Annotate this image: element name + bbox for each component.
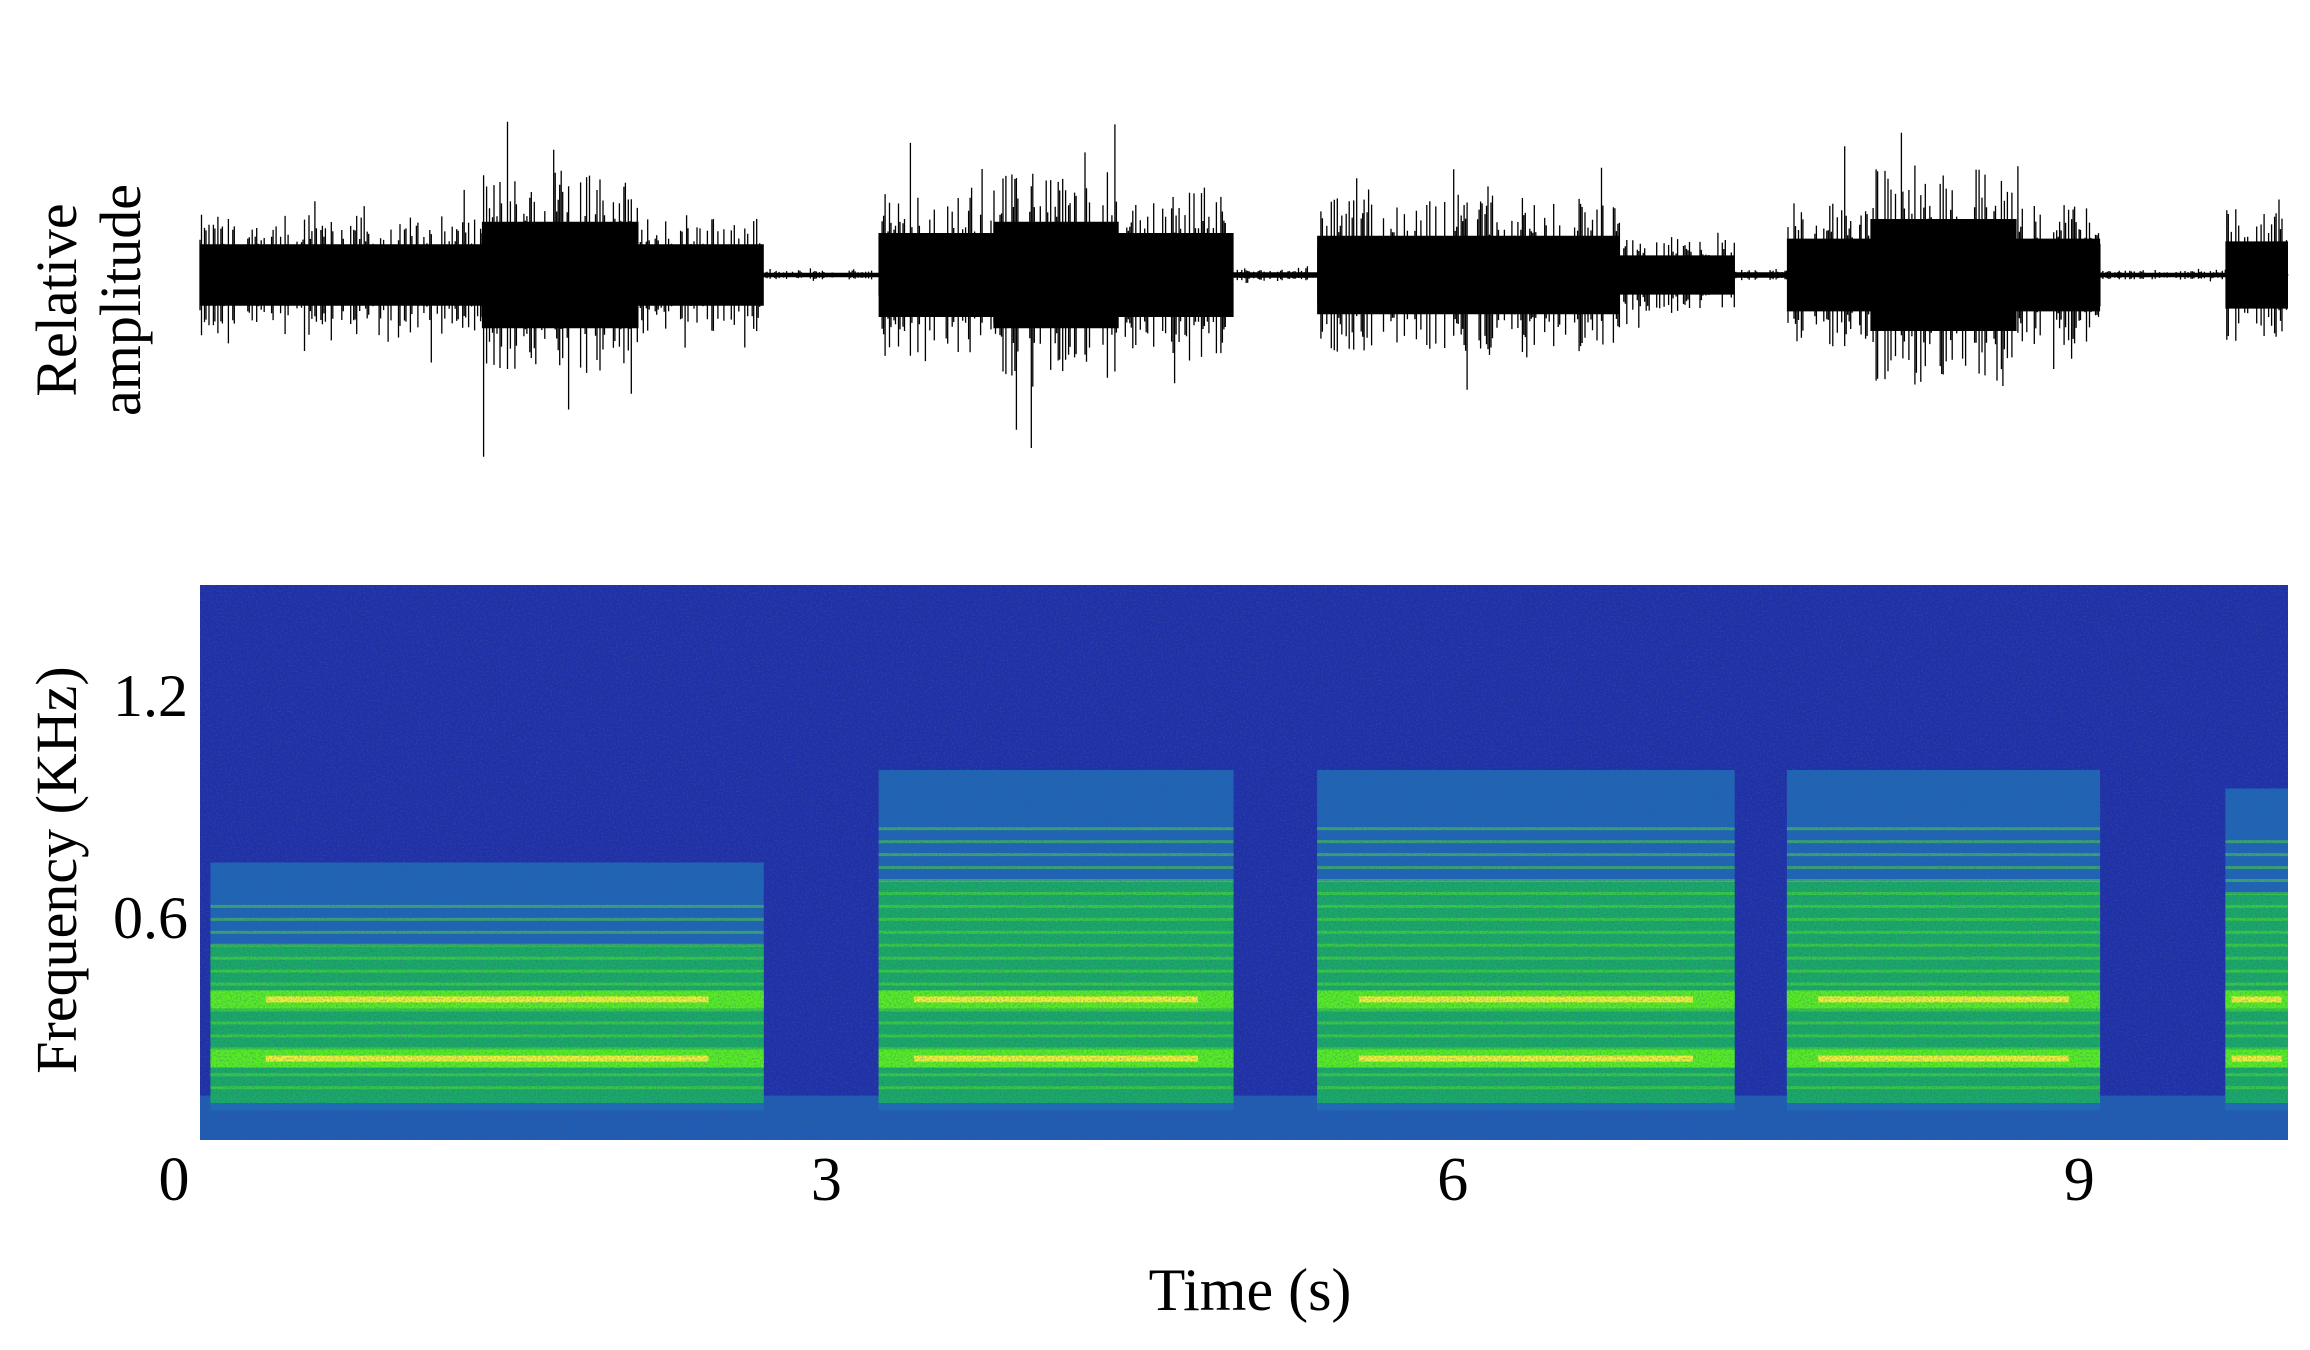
x-axis-label: Time (s) [1149,1257,1352,1323]
x-tick-label: 6 [1437,1146,1468,1214]
waveform-trace [199,121,2289,457]
waveform-core [200,219,2288,331]
y-tick-label: 0.6 [113,885,188,951]
x-tick-labels: 0 3 6 9 [159,1146,2095,1214]
spectrogram-ylabel: Frequency (KHz) [24,666,89,1073]
x-tick-label: 9 [2064,1146,2095,1214]
spectrogram-panel: Frequency (KHz) 0.6 1.2 0 3 6 9 Time (s) [24,585,2288,1323]
waveform-ylabel-line2: amplitude [88,184,153,416]
waveform-panel: Relative amplitude [24,121,2289,457]
x-tick-label: 3 [811,1146,842,1214]
y-tick-label: 1.2 [113,663,188,729]
x-tick-label: 0 [159,1146,190,1214]
waveform-ylabel-line1: Relative [24,203,89,396]
y-tick-labels: 0.6 1.2 [113,663,188,951]
spectrogram-noise-overlay [200,585,2288,1140]
